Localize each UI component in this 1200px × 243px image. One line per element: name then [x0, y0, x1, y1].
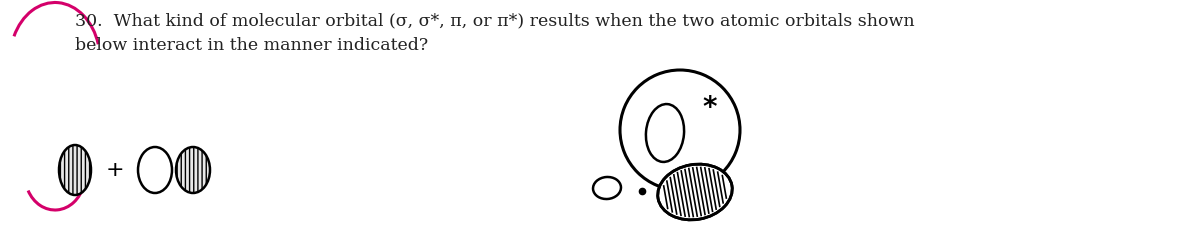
Ellipse shape [658, 164, 732, 220]
Ellipse shape [138, 147, 172, 193]
Text: 30.  What kind of molecular orbital (σ, σ*, π, or π*) results when the two atomi: 30. What kind of molecular orbital (σ, σ… [74, 12, 914, 54]
Ellipse shape [176, 147, 210, 193]
Text: +: + [106, 160, 125, 180]
Text: *: * [703, 94, 718, 122]
Ellipse shape [59, 145, 91, 195]
